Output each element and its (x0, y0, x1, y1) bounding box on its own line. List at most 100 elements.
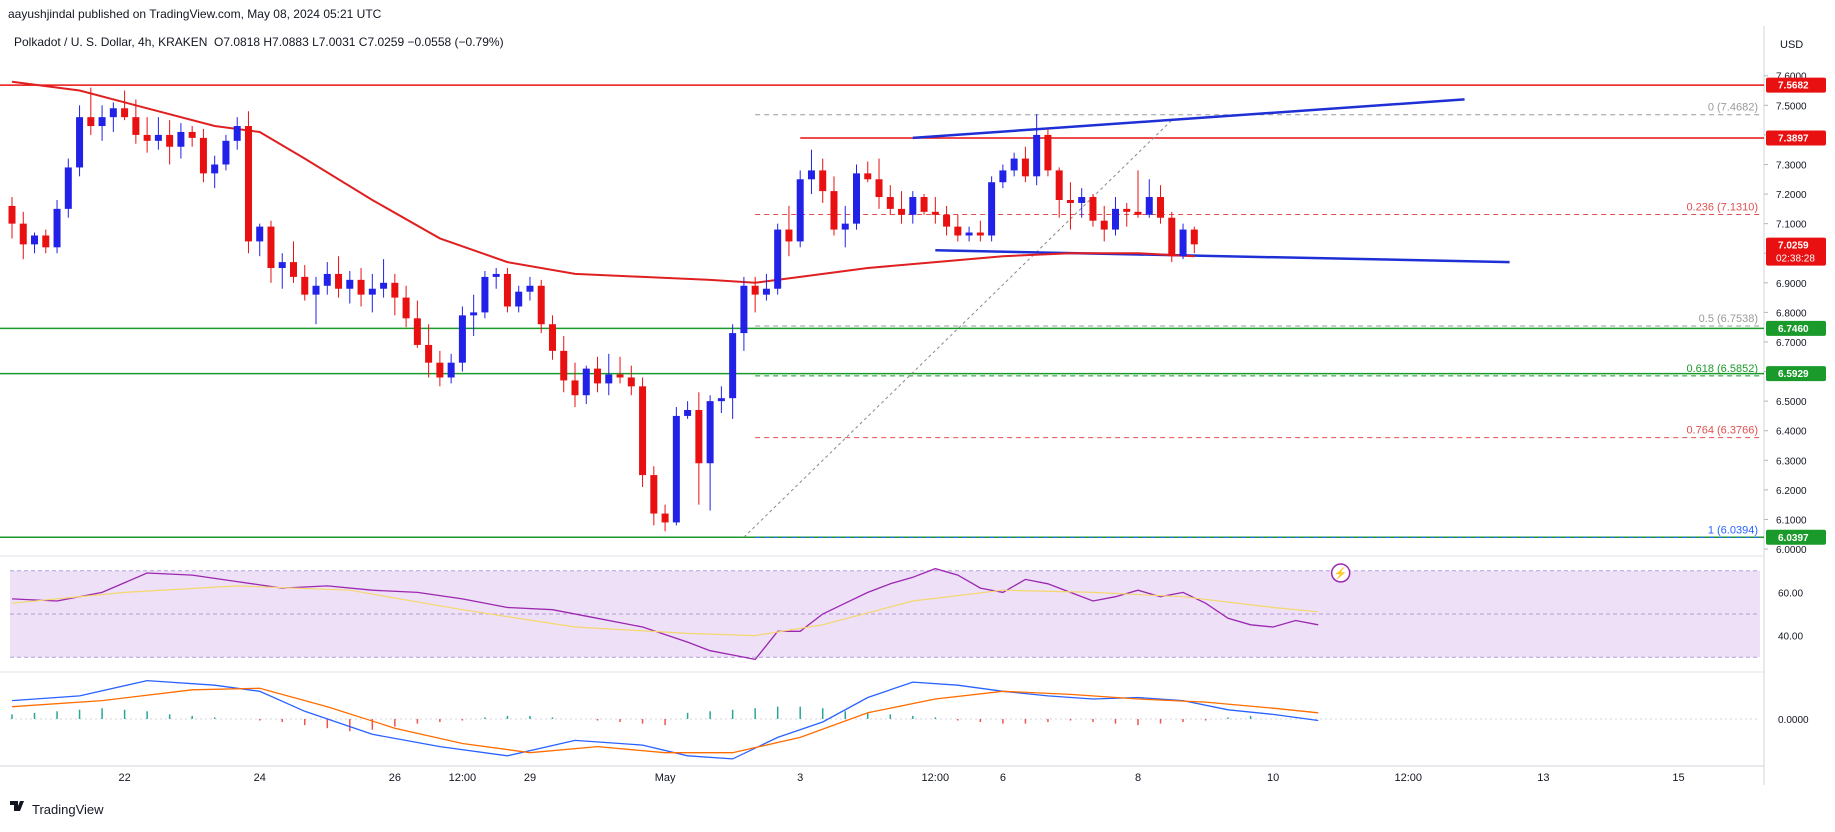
candle-body (177, 131, 185, 147)
candle (1100, 205, 1108, 242)
tradingview-logo[interactable]: TradingView (10, 801, 104, 817)
candle-body (1066, 199, 1074, 203)
candle-body (413, 318, 421, 345)
candle (1021, 146, 1029, 183)
price-tag-label: 7.5682 (1778, 81, 1809, 92)
candle-body (1145, 197, 1153, 215)
candle-body (1157, 197, 1165, 218)
candle-body (267, 226, 275, 269)
candle-body (740, 285, 748, 334)
candle (64, 158, 72, 218)
candle-body (31, 235, 39, 245)
candle (199, 128, 207, 183)
publisher-text: aayushjindal published on TradingView.co… (8, 7, 382, 21)
candle-body (807, 170, 815, 180)
candle-body (481, 276, 489, 313)
currency-label[interactable]: USD (1780, 39, 1803, 51)
candle-body (1055, 170, 1063, 200)
candle-body (143, 134, 151, 141)
candle (594, 356, 602, 393)
candle (560, 336, 568, 393)
candle-body (402, 297, 410, 319)
event-marker-label: ⚡ (1334, 567, 1348, 580)
candle (515, 285, 523, 313)
candle-body (278, 262, 286, 269)
candle (774, 223, 782, 295)
fib-level-label: 0.5 (6.7538) (1699, 313, 1758, 325)
fib-level-label: 0.236 (7.1310) (1686, 201, 1758, 213)
candle (1111, 197, 1119, 236)
candles (8, 87, 1198, 532)
candle (53, 199, 61, 254)
candle-body (109, 108, 117, 118)
candle (481, 270, 489, 319)
candle (1010, 152, 1018, 177)
indicators (11, 567, 1319, 760)
symbol-title[interactable]: Polkadot / U. S. Dollar, 4h, KRAKEN (14, 35, 207, 49)
y-tick-label: 6.7000 (1776, 338, 1807, 349)
candle (470, 294, 478, 337)
candle-body (1100, 220, 1108, 230)
candle-body (425, 344, 433, 363)
candle (31, 232, 39, 254)
candle (627, 365, 635, 396)
candle (548, 315, 556, 360)
y-tick-label: 6.0000 (1776, 545, 1807, 556)
candle (988, 176, 996, 242)
candle (920, 194, 928, 215)
price-tag-label: 6.0397 (1778, 533, 1809, 544)
candle-body (729, 333, 737, 399)
x-tick-label: 29 (524, 772, 536, 784)
candle (143, 117, 151, 153)
moving-average (11, 80, 1195, 284)
price-tag-bg (1766, 366, 1826, 382)
candle-body (999, 170, 1007, 183)
candle (1145, 179, 1153, 218)
candle (672, 407, 680, 526)
fib-level-label: 0 (7.4682) (1708, 102, 1758, 114)
x-tick-label: 12:00 (922, 772, 950, 784)
y-tick-label: 6.1000 (1776, 515, 1807, 526)
candle-body (920, 197, 928, 212)
level-labels: 0 (7.4682) 0.236 (7.1310) 0.5 (6.7538) 0.61… (1330, 102, 1758, 583)
candle-body (492, 273, 500, 277)
candle-body (898, 208, 906, 215)
candle (76, 105, 84, 177)
candle-body (346, 279, 354, 289)
candle (402, 285, 410, 328)
candle-body (864, 173, 872, 180)
candle (1033, 114, 1041, 186)
candle (762, 273, 770, 301)
price-tag-label: 7.3897 (1778, 133, 1809, 144)
candle (492, 268, 500, 289)
x-tick-label: 24 (254, 772, 266, 784)
candle (931, 197, 939, 224)
candle-body (1078, 197, 1086, 203)
candle-body (875, 179, 883, 198)
candle (864, 161, 872, 183)
candle-body (1021, 158, 1029, 177)
candle (368, 273, 376, 313)
tradingview-brand: TradingView (32, 802, 104, 817)
candle-body (605, 374, 613, 384)
x-tick-label: 22 (118, 772, 130, 784)
rsi-series-line (11, 585, 1319, 637)
candle (1134, 170, 1142, 218)
event-marker-icon (1330, 563, 1351, 583)
candle (188, 126, 196, 147)
candle-body (841, 223, 849, 230)
x-tick-label: 12:00 (449, 772, 477, 784)
candle-body (301, 276, 309, 295)
x-tick-label: 13 (1537, 772, 1549, 784)
price-tag-bg (1766, 320, 1826, 336)
candle (177, 123, 185, 159)
candle (1066, 182, 1074, 230)
candle (503, 268, 511, 313)
candle (830, 176, 838, 236)
candle (8, 197, 16, 239)
candle-body (1010, 158, 1018, 171)
moving-average-line (11, 80, 1195, 284)
candle-body (53, 208, 61, 248)
candle-body (323, 273, 331, 286)
